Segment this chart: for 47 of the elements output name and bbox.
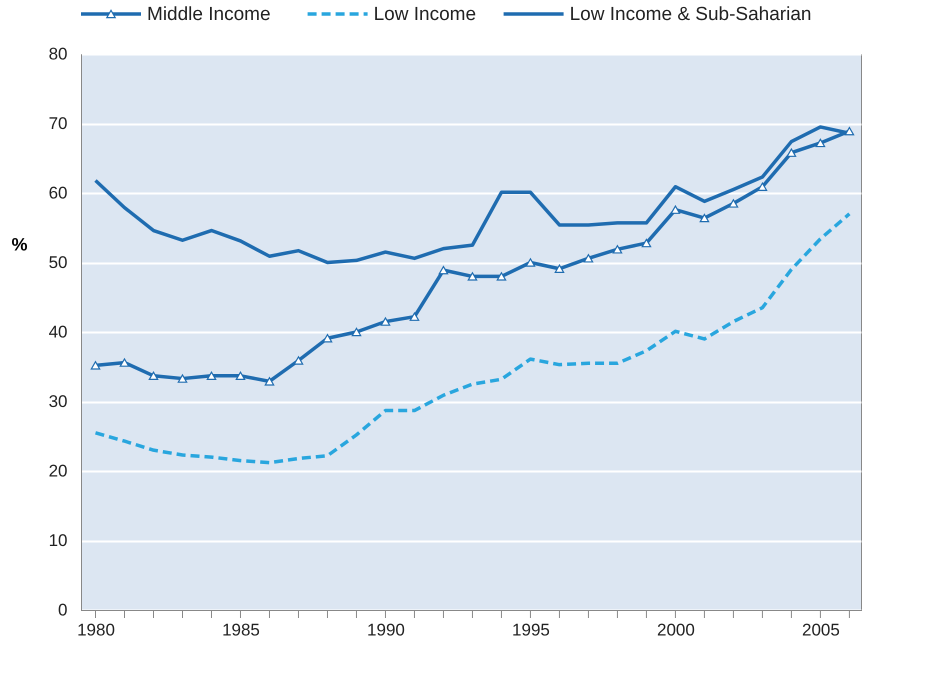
point [410,312,420,321]
point [322,334,332,342]
point [642,238,652,248]
point [612,245,622,254]
legend-label: Low Income [374,4,476,25]
point [816,138,826,148]
point [264,377,274,386]
point [700,214,710,222]
legend-label: Middle Income [147,4,271,25]
point [148,372,158,380]
point [236,372,246,380]
x-tick-label: 1980 [77,620,115,640]
point [380,317,390,326]
y-tick-label: 30 [48,392,68,411]
point [786,148,796,157]
x-tick-label: 2005 [802,620,840,640]
y-tick-label: 60 [48,184,68,202]
point [554,264,564,273]
y-tick-label: 80 [48,44,68,64]
legend-label: Low Income & Sub-Saharian [570,4,812,25]
x-tick-label: 1985 [222,620,260,640]
point [728,199,738,208]
y-tick-label: 10 [48,531,68,550]
point [206,372,216,380]
y-tick-label: 70 [48,114,68,133]
point [844,126,854,136]
point [526,258,536,267]
line-series [94,212,852,464]
point [90,361,100,370]
point [178,374,188,383]
point [438,266,448,274]
point [352,328,362,336]
x-tick-label: 1995 [512,620,550,640]
point [496,272,506,281]
y-tick-label: 50 [48,253,68,272]
point [584,254,594,263]
y-axis-title: % [11,234,28,254]
point [468,272,478,281]
y-tick-label: 20 [48,462,68,480]
x-tick-label: 1990 [367,620,405,640]
point [670,205,680,214]
y-tick-label: 40 [48,322,68,342]
point [758,182,768,191]
point [294,356,304,365]
x-tick-label: 2000 [657,620,695,640]
point [120,358,130,367]
y-tick-label: 0 [58,600,68,620]
